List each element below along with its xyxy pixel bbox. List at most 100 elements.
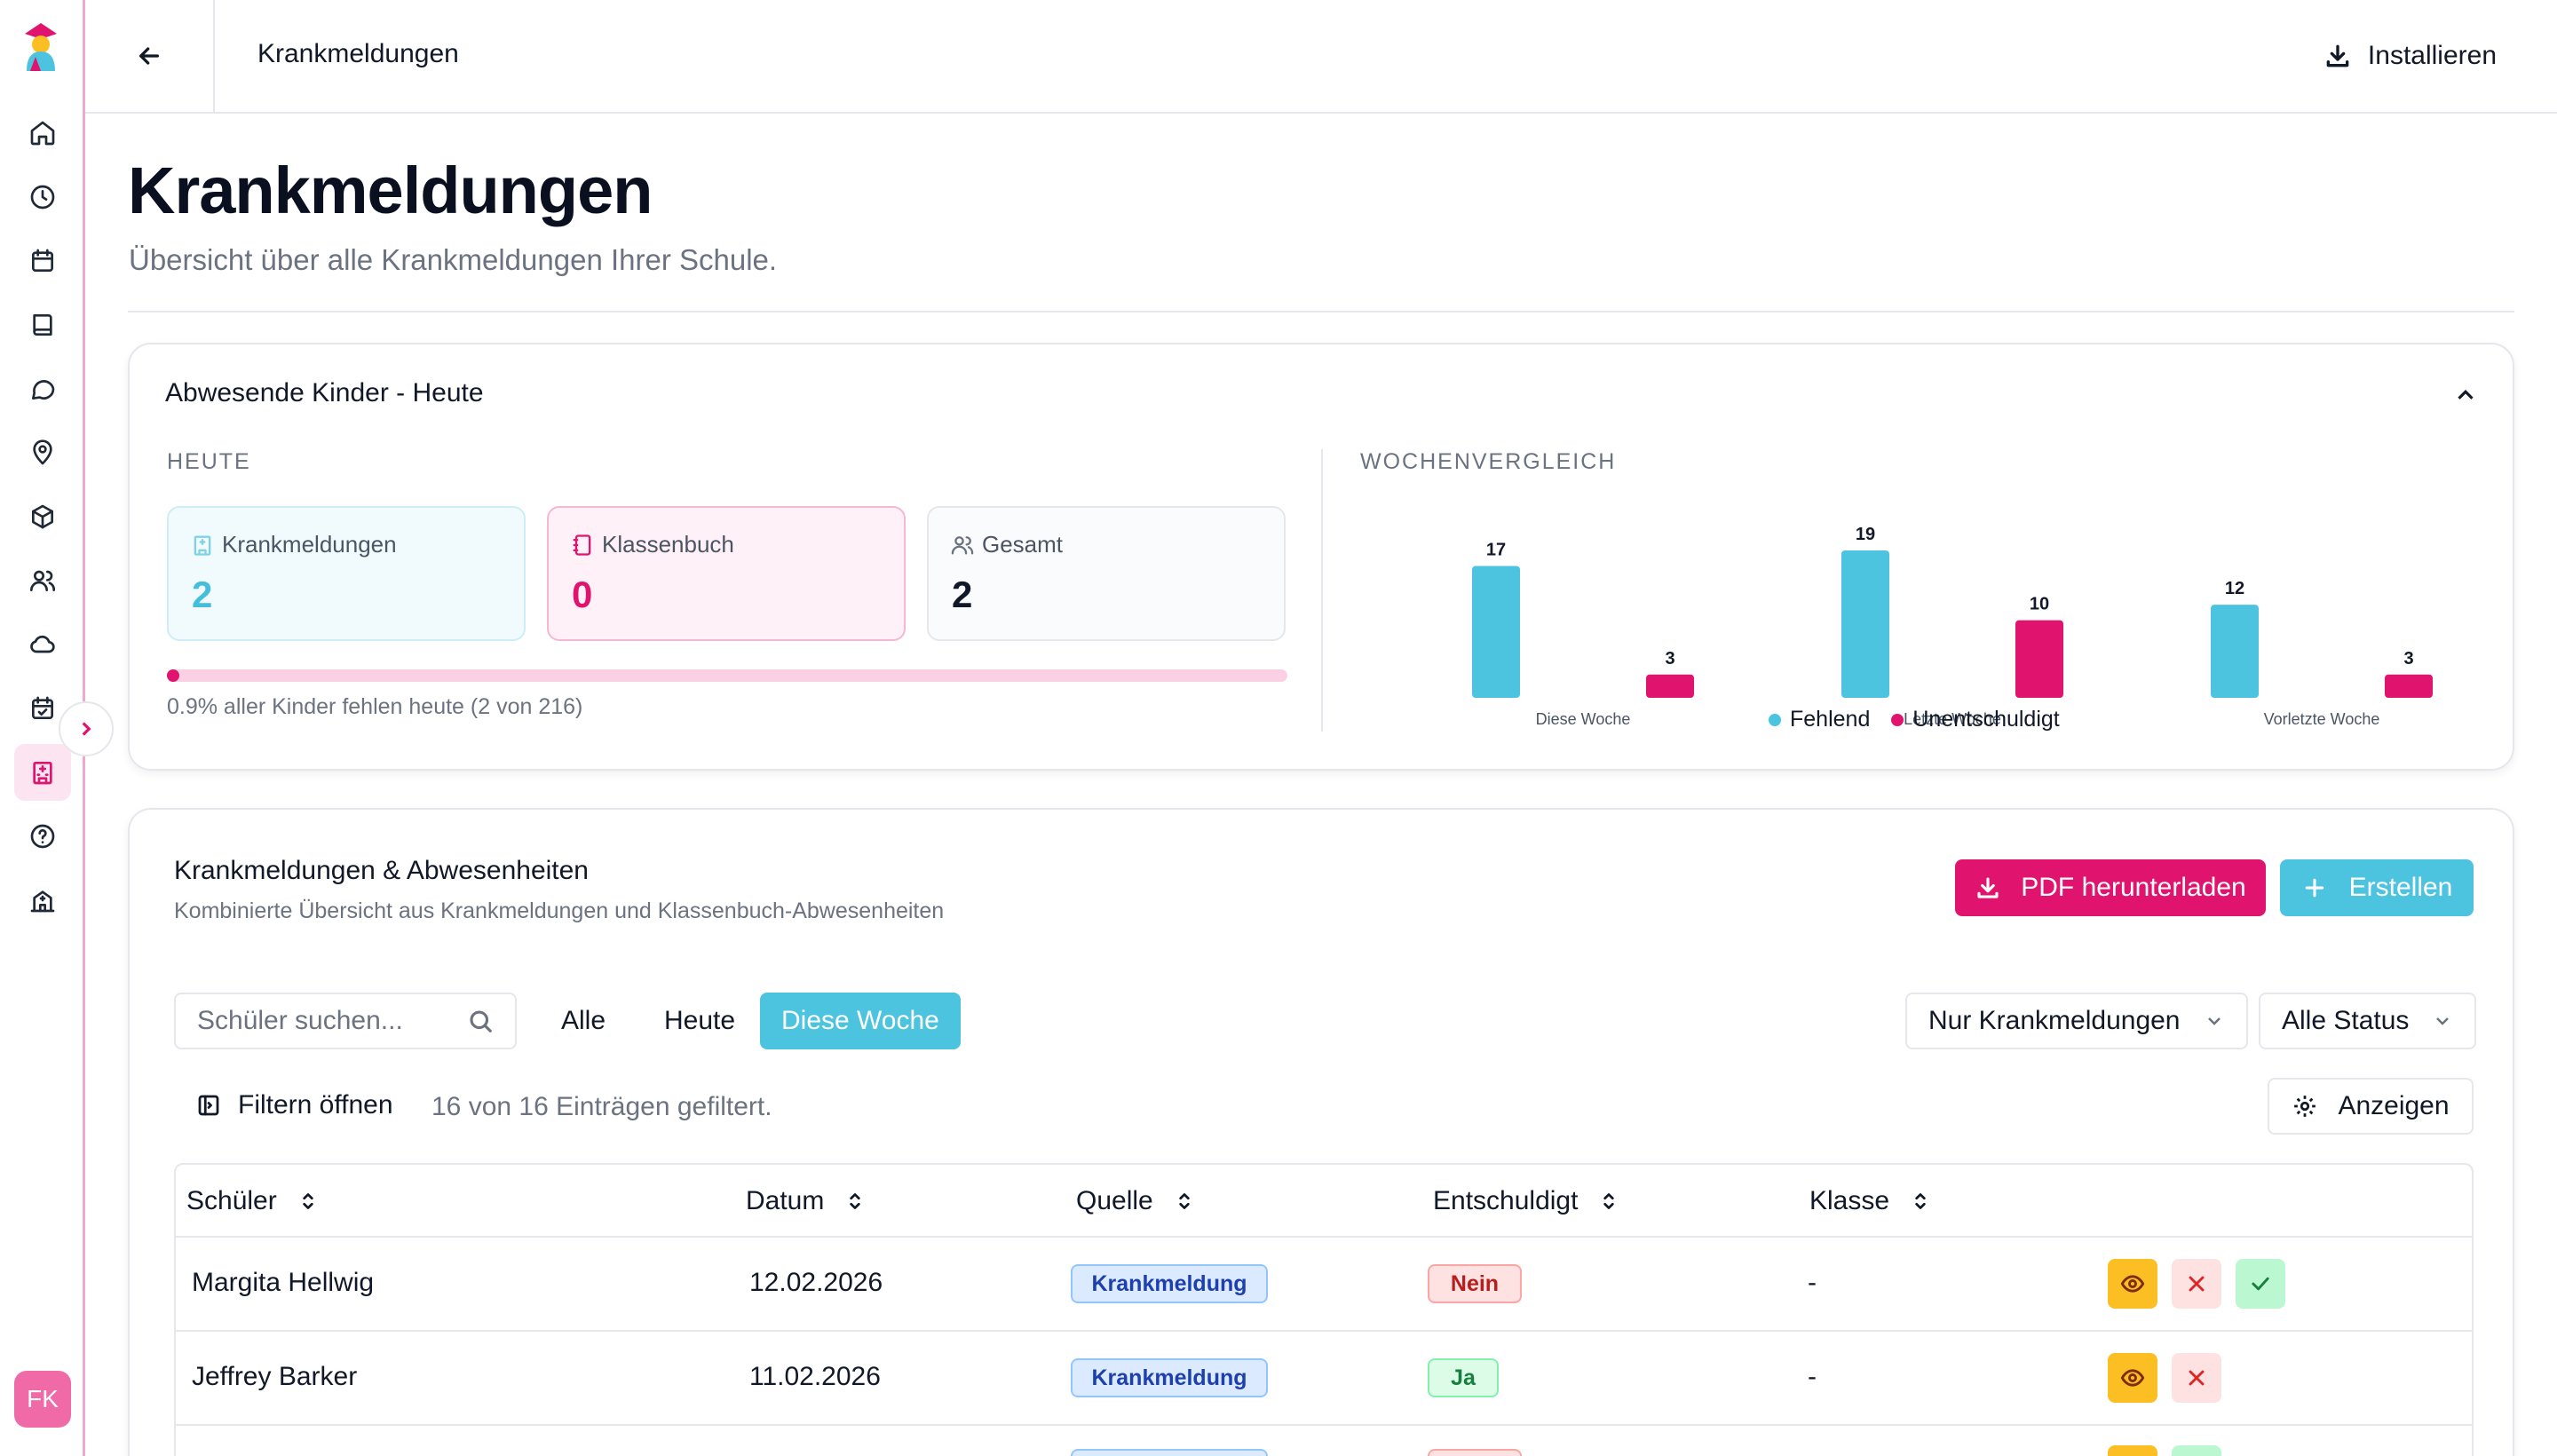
display-label: Anzeigen — [2338, 1091, 2450, 1120]
display-settings-button[interactable]: Anzeigen — [2268, 1078, 2474, 1135]
view-button[interactable] — [2108, 1445, 2157, 1456]
chart-legend: Fehlend Unentschuldigt — [1769, 707, 2060, 732]
legend-dot — [1769, 713, 1781, 726]
map-pin-icon[interactable] — [23, 433, 62, 472]
legend-label: Fehlend — [1790, 707, 1871, 732]
table-header: Schüler Datum Quelle Entschuldigt Klasse — [176, 1165, 2472, 1238]
filter-tab-this-week[interactable]: Diese Woche — [760, 993, 961, 1049]
topbar-title: Krankmeldungen — [257, 39, 459, 68]
bar-value-label: 12 — [2225, 579, 2244, 598]
bar-value-label: 3 — [1665, 649, 1674, 669]
excused-badge — [1428, 1449, 1522, 1456]
pdf-label: PDF herunterladen — [2021, 873, 2246, 902]
install-button[interactable]: Installieren — [2323, 32, 2497, 80]
reject-button[interactable] — [2172, 1259, 2221, 1309]
legend-label: Unentschuldigt — [1912, 707, 2060, 732]
package-icon[interactable] — [23, 497, 62, 536]
absences-table: Schüler Datum Quelle Entschuldigt Klasse… — [174, 1163, 2474, 1456]
cell-student: Margita Hellwig — [192, 1268, 375, 1297]
avatar[interactable]: FK — [14, 1371, 71, 1428]
stat-value: 0 — [572, 574, 593, 615]
sort-icon — [850, 1193, 861, 1209]
approve-button[interactable] — [2172, 1445, 2221, 1456]
column-header-date[interactable]: Datum — [746, 1186, 867, 1216]
open-filter-label: Filtern öffnen — [238, 1090, 393, 1120]
vertical-divider — [1321, 449, 1323, 732]
sidebar-expand-button[interactable] — [59, 701, 114, 756]
users-icon[interactable] — [23, 561, 62, 600]
help-icon[interactable] — [23, 817, 62, 856]
list-card-subtitle: Kombinierte Übersicht aus Krankmeldungen… — [174, 898, 945, 923]
source-badge: Krankmeldung — [1071, 1358, 1268, 1397]
download-pdf-button[interactable]: PDF herunterladen — [1955, 859, 2266, 916]
arrow-left-icon — [139, 47, 159, 65]
column-header-student[interactable]: Schüler — [186, 1186, 320, 1216]
cell-student: Jeffrey Barker — [192, 1362, 358, 1391]
cloud-icon[interactable] — [23, 625, 62, 664]
bar-fehlend-0 — [1472, 566, 1520, 698]
column-header-excused[interactable]: Entschuldigt — [1433, 1186, 1620, 1216]
bar-unentschuldigt-2 — [2385, 674, 2433, 698]
progress-text: 0.9% aller Kinder fehlen heute (2 von 21… — [167, 694, 583, 719]
legend-item-missing: Fehlend — [1769, 707, 1870, 732]
table-row[interactable] — [176, 1426, 2472, 1456]
eye-icon — [2120, 1369, 2145, 1387]
home-icon[interactable] — [23, 114, 62, 153]
reject-button[interactable] — [2172, 1353, 2221, 1403]
stat-value: 2 — [192, 574, 213, 615]
check-icon — [2252, 1277, 2269, 1291]
legend-dot — [1891, 713, 1904, 726]
status-select[interactable]: Alle Status — [2259, 993, 2477, 1049]
view-button[interactable] — [2108, 1259, 2157, 1309]
column-header-source[interactable]: Quelle — [1076, 1186, 1196, 1216]
collapse-chevron-up-icon[interactable] — [2452, 382, 2479, 408]
app-logo[interactable] — [18, 21, 64, 75]
source-badge: Krankmeldung — [1071, 1264, 1268, 1303]
install-label: Installieren — [2367, 41, 2497, 70]
approve-button[interactable] — [2236, 1259, 2285, 1309]
bar-fehlend-1 — [1841, 550, 1889, 698]
book-icon[interactable] — [23, 305, 62, 344]
chat-icon[interactable] — [23, 369, 62, 408]
bar-value-label: 3 — [2403, 649, 2413, 669]
type-select-value: Nur Krankmeldungen — [1928, 1006, 2181, 1035]
create-button[interactable]: Erstellen — [2280, 859, 2474, 916]
source-badge — [1071, 1449, 1268, 1456]
category-label: Vorletzte Woche — [2264, 710, 2380, 728]
topbar: Krankmeldungen Installieren — [85, 0, 2557, 114]
bar-value-label: 19 — [1856, 525, 1875, 544]
close-icon — [2189, 1276, 2205, 1292]
calendar-check-icon[interactable] — [23, 689, 62, 728]
search-icon — [470, 1010, 492, 1033]
view-button[interactable] — [2108, 1353, 2157, 1403]
filter-count-text: 16 von 16 Einträgen gefiltert. — [431, 1092, 772, 1121]
chart-svg: 17 3 Diese Woche 19 10 Letzte Woche 12 3 Vorletz… — [1472, 525, 2433, 728]
absent-card-title: Abwesende Kinder - Heute — [165, 378, 484, 408]
column-header-class[interactable]: Klasse — [1809, 1186, 1932, 1216]
clock-icon[interactable] — [23, 178, 62, 217]
sidebar-panel-icon — [198, 1095, 219, 1116]
stat-label: Krankmeldungen — [222, 531, 397, 558]
sort-icon — [1603, 1193, 1615, 1209]
download-icon — [2326, 44, 2349, 67]
back-button[interactable] — [85, 0, 215, 112]
divider — [128, 311, 2514, 313]
calendar-icon[interactable] — [23, 241, 62, 281]
category-label: Letzte Woche — [1904, 710, 2001, 728]
sort-icon — [1179, 1193, 1190, 1209]
sort-icon — [303, 1193, 313, 1209]
column-label: Klasse — [1809, 1186, 1890, 1215]
category-label: Diese Woche — [1536, 710, 1631, 728]
today-section-label: HEUTE — [167, 449, 251, 474]
school-icon[interactable] — [23, 881, 62, 920]
table-row[interactable]: Jeffrey Barker 11.02.2026 Krankmeldung J… — [176, 1332, 2472, 1426]
excused-badge: Nein — [1428, 1264, 1522, 1303]
filter-tab-all[interactable]: Alle — [561, 1006, 606, 1035]
filter-tab-today[interactable]: Heute — [664, 1006, 736, 1035]
bar-value-label: 17 — [1486, 540, 1506, 559]
hospital-icon[interactable] — [14, 744, 71, 801]
table-row[interactable]: Margita Hellwig 12.02.2026 Krankmeldung … — [176, 1238, 2472, 1332]
open-filter-button[interactable]: Filtern öffnen — [195, 1090, 393, 1120]
type-select[interactable]: Nur Krankmeldungen — [1905, 993, 2248, 1049]
search-input[interactable]: Schüler suchen... — [174, 993, 517, 1049]
